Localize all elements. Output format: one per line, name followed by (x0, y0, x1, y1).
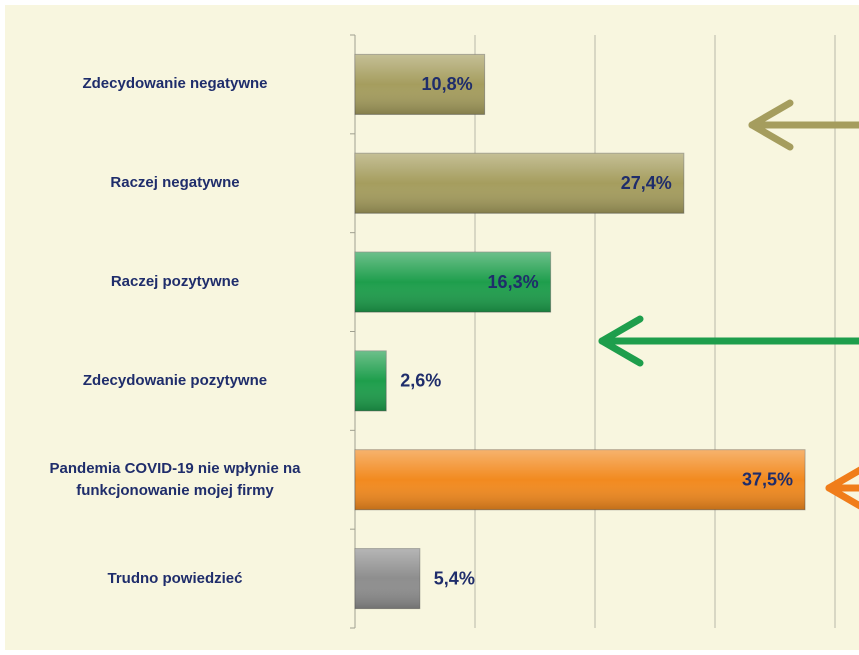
category-label: Raczej pozytywne (110, 273, 240, 291)
bar-shine (355, 548, 420, 609)
category-label: Pandemia COVID-19 nie wpłynie na funkcjo… (49, 459, 301, 499)
grid (350, 34, 836, 629)
category-label: Trudno powiedzieć (107, 569, 243, 587)
value-label: 27,4% (621, 173, 672, 193)
value-label: 16,3% (488, 272, 539, 292)
arrow (825, 466, 859, 510)
arrow (598, 315, 859, 367)
bars: 10,8% 27,4% 16,3% 2,6% 37,5% 5,4% (354, 53, 806, 610)
arrows (598, 99, 859, 510)
bar-shine (355, 252, 551, 313)
arrow (748, 99, 859, 151)
bar-shine (355, 350, 387, 411)
bar-shine (355, 153, 684, 214)
category-label: Zdecydowanie pozytywne (82, 371, 268, 389)
category-label: Raczej negatywne (110, 174, 240, 192)
bar-shine (355, 54, 485, 115)
value-label: 37,5% (742, 470, 793, 490)
value-label: 5,4% (434, 568, 475, 588)
value-label: 10,8% (422, 74, 473, 94)
category-label: Zdecydowanie negatywne (82, 75, 268, 93)
bar-shine (355, 449, 805, 510)
value-label: 2,6% (400, 371, 441, 391)
